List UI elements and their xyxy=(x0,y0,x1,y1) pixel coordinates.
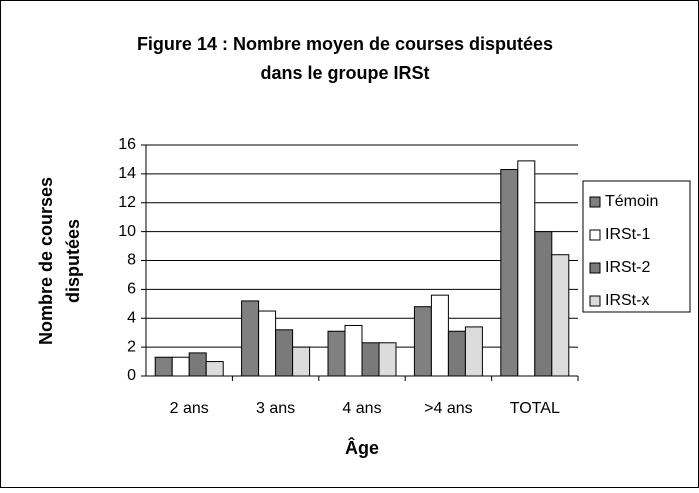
legend-swatch xyxy=(589,196,601,208)
y-tick-label: 0 xyxy=(127,367,136,384)
y-tick-label: 6 xyxy=(127,281,136,298)
bar xyxy=(447,330,466,377)
bar xyxy=(430,294,449,377)
bar xyxy=(171,356,190,377)
x-tick-label: 2 ans xyxy=(170,400,209,417)
bar xyxy=(413,306,432,377)
bar xyxy=(517,160,536,377)
bar xyxy=(205,361,224,377)
chart-title: dans le groupe IRSt xyxy=(260,63,429,83)
bar xyxy=(464,326,483,377)
bar xyxy=(344,324,363,377)
y-axis-title: Nombre de courses xyxy=(36,177,56,345)
legend-label: Témoin xyxy=(605,193,658,210)
x-tick-label: 4 ans xyxy=(342,400,381,417)
bar xyxy=(551,254,570,377)
bar xyxy=(534,231,553,377)
bar xyxy=(258,310,277,377)
y-tick-label: 12 xyxy=(118,194,136,211)
y-tick-label: 4 xyxy=(127,309,136,326)
y-tick-label: 10 xyxy=(118,223,136,240)
bar xyxy=(241,300,260,377)
x-axis-title: Âge xyxy=(345,437,379,458)
legend-label: IRSt-x xyxy=(605,292,649,309)
x-tick-label: TOTAL xyxy=(510,400,560,417)
bar xyxy=(275,329,294,377)
y-axis-title: disputées xyxy=(63,219,83,303)
bar xyxy=(327,330,346,377)
legend-swatch xyxy=(589,295,601,307)
bar xyxy=(292,346,311,377)
bar xyxy=(154,356,173,377)
x-tick-label: >4 ans xyxy=(424,400,472,417)
y-tick-label: 2 xyxy=(127,338,136,355)
bar xyxy=(361,342,380,377)
bar xyxy=(500,169,519,377)
x-tick-label: 3 ans xyxy=(256,400,295,417)
legend-swatch xyxy=(589,229,601,241)
bar xyxy=(188,352,207,377)
chart-title: Figure 14 : Nombre moyen de courses disp… xyxy=(137,34,553,54)
y-tick-label: 14 xyxy=(118,165,136,182)
bar xyxy=(378,342,397,377)
legend-label: IRSt-2 xyxy=(605,259,650,276)
legend-swatch xyxy=(589,262,601,274)
legend-label: IRSt-1 xyxy=(605,226,650,243)
y-tick-label: 16 xyxy=(118,136,136,153)
y-tick-label: 8 xyxy=(127,252,136,269)
legend-box xyxy=(582,180,691,313)
